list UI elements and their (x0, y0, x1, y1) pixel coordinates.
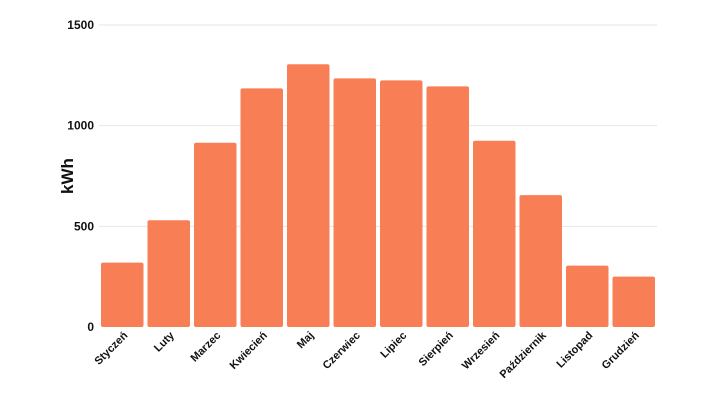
bar (566, 265, 609, 327)
x-tick-label: Listopad (554, 330, 595, 371)
bar (287, 64, 330, 327)
bar (426, 86, 469, 327)
x-tick-label: Lipiec (378, 330, 409, 361)
bar (101, 262, 144, 327)
y-axis-ticks: 0 500 1000 1500 (67, 18, 94, 334)
bar (380, 80, 423, 327)
x-tick-label: Luty (152, 329, 178, 355)
bar (194, 142, 237, 327)
y-tick-label: 1500 (67, 18, 94, 32)
bar (147, 220, 190, 327)
y-tick-label: 1000 (67, 119, 94, 133)
bar (612, 276, 655, 327)
bar (333, 78, 376, 327)
gridlines (99, 24, 657, 227)
y-tick-label: 0 (87, 320, 94, 334)
y-axis-title: kWh (58, 158, 77, 194)
x-tick-label: Październik (498, 329, 550, 381)
x-tick-label: Marzec (189, 330, 224, 365)
bar (519, 195, 562, 327)
bar (473, 140, 516, 327)
bar (240, 88, 283, 327)
x-axis-labels: Styczeń Luty Marzec Kwiecień Maj Czerwiec Lipi… (92, 329, 642, 381)
x-tick-label: Maj (295, 330, 316, 351)
x-tick-label: Kwiecień (228, 329, 270, 371)
x-tick-label: Grudzień (600, 329, 642, 371)
x-tick-label: Sierpień (417, 329, 456, 368)
x-tick-label: Wrzesień (460, 329, 503, 372)
x-tick-label: Styczeń (92, 329, 130, 367)
x-tick-label: Czerwiec (321, 330, 363, 372)
y-tick-label: 500 (74, 219, 94, 233)
bars (101, 64, 655, 327)
